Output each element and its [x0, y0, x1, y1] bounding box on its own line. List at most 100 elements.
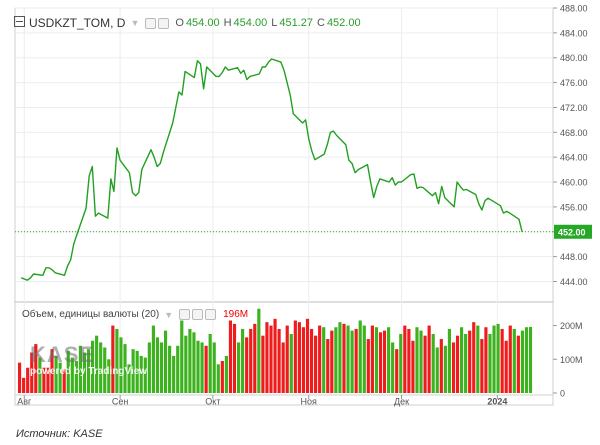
volume-bar	[220, 360, 224, 393]
volume-bar	[301, 327, 306, 393]
volume-bar	[42, 367, 46, 393]
volume-bar	[232, 323, 237, 393]
x-tick-label: Авг	[17, 397, 32, 407]
chevron-down-icon[interactable]: ▼	[164, 309, 174, 320]
volume-bar	[427, 325, 431, 393]
volume-bar	[512, 328, 516, 393]
chevron-down-icon[interactable]: ▼	[130, 18, 140, 28]
volume-bar	[460, 327, 464, 393]
volume-bar	[208, 333, 212, 393]
volume-bar	[58, 362, 62, 393]
volume-bar	[350, 330, 354, 393]
volume-bar	[455, 335, 460, 393]
volume-bar	[411, 340, 415, 393]
volume-bar	[374, 327, 379, 393]
close-label: C	[316, 17, 325, 29]
y-tick-label: 468.00	[560, 128, 588, 138]
volume-bar	[176, 345, 180, 393]
volume-bar	[95, 335, 99, 393]
volume-bar	[395, 349, 399, 393]
volume-bar	[366, 339, 370, 393]
volume-bar	[147, 342, 151, 393]
volume-bar	[188, 328, 192, 393]
volume-bar	[54, 355, 58, 393]
volume-bar	[476, 325, 480, 393]
volume-bar	[403, 325, 407, 393]
volume-bar	[520, 330, 524, 393]
volume-bar	[285, 325, 289, 393]
volume-bar	[119, 337, 123, 393]
volume-bar	[204, 345, 208, 393]
close-icon[interactable]	[205, 309, 217, 320]
source-caption: Источник: KASE	[16, 428, 103, 440]
eye-icon[interactable]	[145, 17, 157, 29]
volume-bar	[273, 318, 277, 393]
volume-bar	[293, 320, 297, 393]
volume-bar	[139, 355, 143, 393]
volume-bar	[123, 344, 127, 393]
y-tick-label: 480.00	[560, 53, 588, 63]
y-tick-label: 464.00	[560, 153, 588, 163]
volume-bar	[131, 349, 135, 393]
volume-bar	[192, 332, 196, 393]
volume-bar	[200, 342, 204, 393]
volume-bar	[18, 362, 22, 393]
volume-bar	[143, 357, 147, 393]
axes: 444.00 448.00 452.00 456.00 460.00 464.00 468.…	[17, 4, 592, 407]
volume-bar	[342, 323, 346, 393]
chart-type-icon[interactable]	[14, 16, 25, 30]
y-tick-label: 460.00	[560, 178, 588, 188]
x-tick-label: Дек	[394, 397, 409, 407]
volume-bar	[172, 355, 176, 393]
close-value: 452.00	[326, 17, 361, 29]
y-tick-label: 448.00	[560, 252, 588, 262]
volume-bar	[241, 328, 245, 393]
volume-bar	[196, 340, 200, 393]
price-line-group	[15, 58, 553, 281]
volume-bar	[338, 322, 342, 393]
symbol-title[interactable]: USDKZT_TOM, D	[29, 16, 126, 30]
volume-bar	[82, 352, 87, 393]
x-tick-label: Сен	[112, 397, 129, 407]
volume-bar	[26, 367, 30, 393]
volume-bar	[399, 333, 403, 393]
volume-bar	[38, 357, 42, 393]
volume-bar	[111, 325, 115, 393]
volume-bar	[435, 347, 439, 393]
settings-icon[interactable]	[158, 17, 170, 29]
volume-bar	[245, 337, 249, 393]
volume-bar	[354, 328, 358, 393]
volume-bar	[443, 345, 447, 393]
volume-bar	[451, 342, 456, 393]
watermark-text: powered by TradingView	[30, 366, 148, 377]
volume-bar	[265, 322, 269, 393]
volume-bar	[159, 342, 164, 393]
y-tick-label: 488.00	[560, 4, 588, 14]
volume-bar	[184, 335, 188, 393]
eye-icon[interactable]	[179, 309, 191, 320]
x-tick-label: Окт	[205, 397, 220, 407]
low-label: L	[271, 17, 278, 29]
volume-bar	[415, 327, 419, 393]
volume-bar	[30, 352, 34, 393]
volume-bar	[151, 325, 155, 393]
volume-bar	[330, 330, 334, 393]
volume-bar	[62, 369, 66, 393]
x-tick-label: Ноя	[301, 397, 318, 407]
volume-bar	[314, 335, 318, 393]
settings-icon[interactable]	[192, 309, 204, 320]
y-tick-label: 472.00	[560, 103, 588, 113]
volume-bar	[168, 345, 172, 393]
volume-bar	[74, 360, 78, 393]
volume-title[interactable]: Объем, единицы валюты (20)	[22, 309, 160, 320]
volume-bar	[228, 320, 233, 393]
volume-header: Объем, единицы валюты (20) ▼ 196M	[22, 309, 248, 320]
y-tick-label: 476.00	[560, 78, 588, 88]
y-tick-label: 444.00	[560, 277, 588, 287]
volume-bar	[419, 330, 423, 393]
volume-bar	[468, 330, 472, 393]
volume-bar	[472, 322, 476, 393]
volume-bar	[78, 345, 82, 393]
volume-bar	[249, 328, 253, 393]
